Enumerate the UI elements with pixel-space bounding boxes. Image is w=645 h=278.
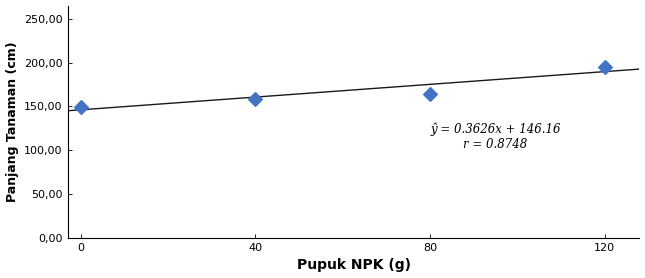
Point xyxy=(599,65,610,69)
Point xyxy=(250,97,261,102)
Point xyxy=(75,105,86,109)
X-axis label: Pupuk NPK (g): Pupuk NPK (g) xyxy=(297,259,410,272)
Point xyxy=(425,91,435,96)
Y-axis label: Panjang Tanaman (cm): Panjang Tanaman (cm) xyxy=(6,41,19,202)
Text: ŷ = 0.3626x + 146.16
r = 0.8748: ŷ = 0.3626x + 146.16 r = 0.8748 xyxy=(430,123,561,152)
